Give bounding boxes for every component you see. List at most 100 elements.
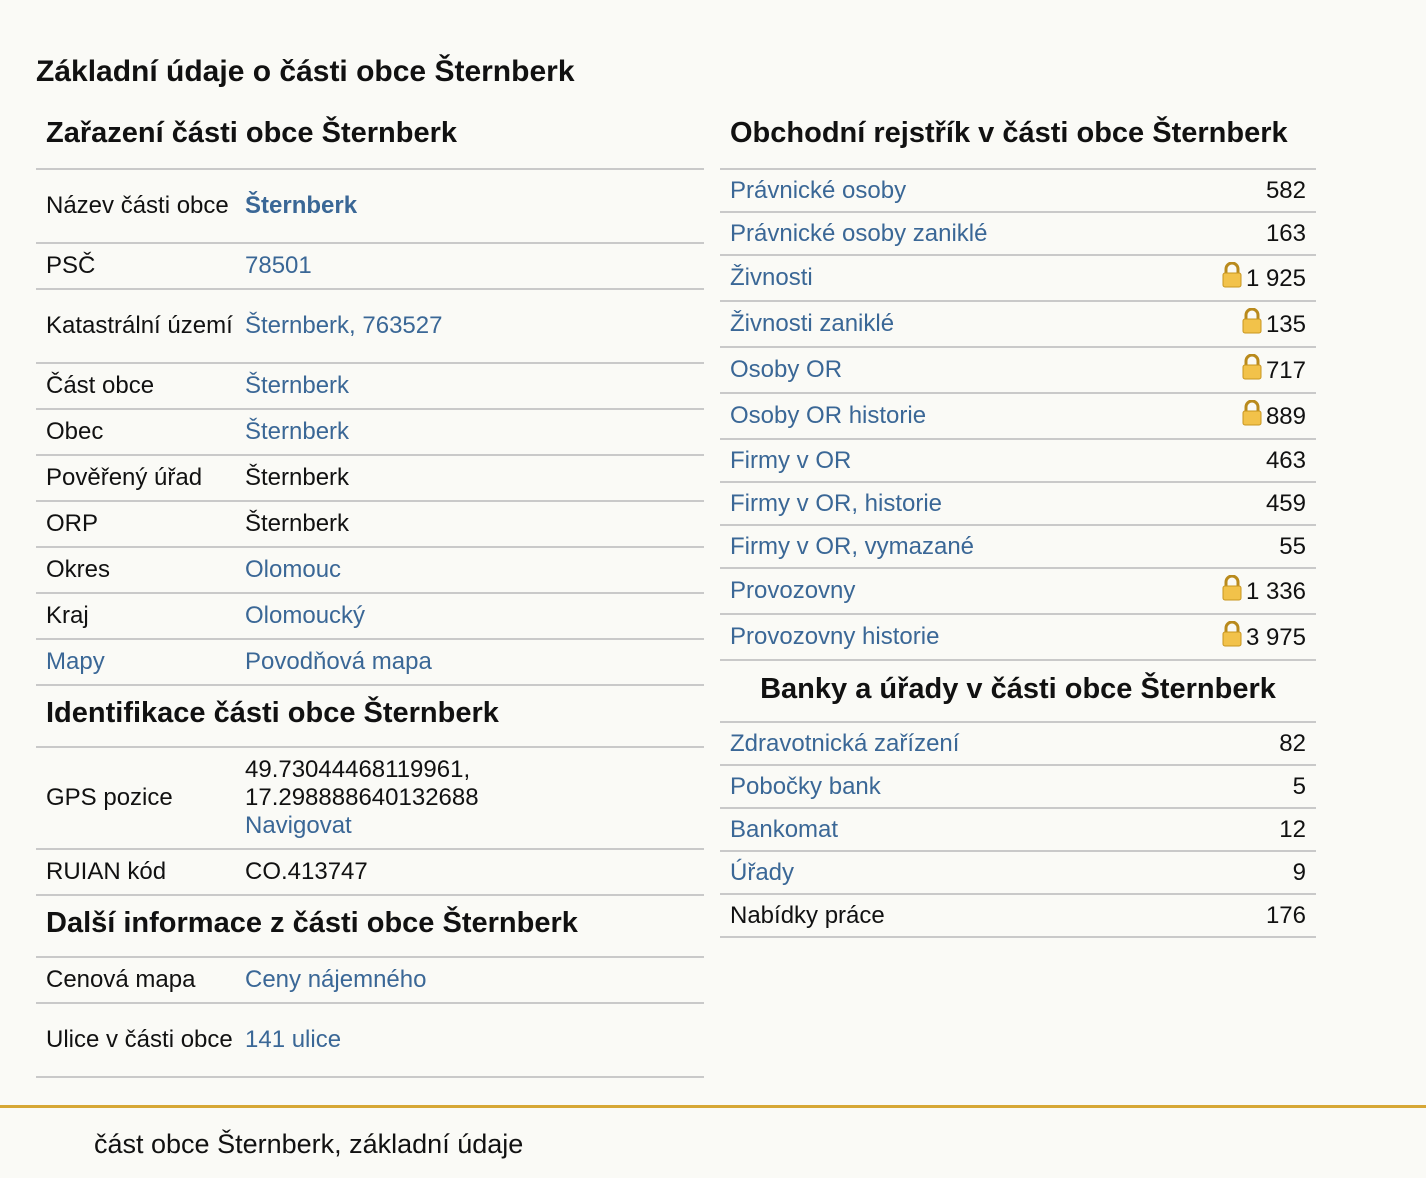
table-row: Kraj Olomoucký bbox=[36, 593, 704, 640]
row-count: 163 bbox=[1160, 212, 1316, 256]
lock-icon bbox=[1222, 620, 1242, 654]
row-count: 9 bbox=[1212, 851, 1316, 895]
table-row: Mapy Povodňová mapa bbox=[36, 639, 704, 686]
link-urady[interactable]: Úřady bbox=[730, 858, 795, 886]
table-row: PSČ 78501 bbox=[36, 243, 704, 290]
row-count: 717 bbox=[1265, 356, 1306, 384]
link-psc[interactable]: 78501 bbox=[245, 252, 312, 279]
table-row: Bankomat 12 bbox=[720, 808, 1316, 852]
right-column: Obchodní rejstřík v části obce Šternberk… bbox=[720, 110, 1316, 938]
rejstrik-table: Právnické osoby 582 Právnické osoby zani… bbox=[720, 168, 1316, 661]
row-label: Název části obce bbox=[36, 169, 245, 244]
table-row: Pobočky bank 5 bbox=[720, 765, 1316, 809]
table-row: Pověřený úřad Šternberk bbox=[36, 455, 704, 502]
lock-icon bbox=[1242, 307, 1262, 341]
table-row: Právnické osoby zaniklé 163 bbox=[720, 212, 1316, 256]
table-row: Osoby OR 717 bbox=[720, 347, 1316, 394]
table-row: Zdravotnická zařízení 82 bbox=[720, 722, 1316, 766]
link-ceny-najemneho[interactable]: Ceny nájemného bbox=[245, 966, 427, 993]
row-label: Katastrální území bbox=[36, 289, 245, 364]
row-value: Šternberk bbox=[245, 455, 704, 502]
link-provozovny[interactable]: Provozovny bbox=[730, 577, 856, 604]
gps-longitude: 17.298888640132688 bbox=[245, 784, 479, 811]
identifikace-title: Identifikace části obce Šternberk bbox=[46, 697, 499, 729]
row-value: Šternberk bbox=[245, 501, 704, 548]
row-count: 1 925 bbox=[1245, 264, 1306, 292]
page-title: Základní údaje o části obce Šternberk bbox=[36, 55, 575, 88]
table-row: Živnosti 1 925 bbox=[720, 255, 1316, 302]
table-row: Část obce Šternberk bbox=[36, 363, 704, 410]
banky-title: Banky a úřady v části obce Šternberk bbox=[760, 673, 1276, 705]
row-label: Cenová mapa bbox=[36, 957, 245, 1004]
link-zivnosti-zanikle[interactable]: Živnosti zaniklé bbox=[730, 310, 895, 337]
link-katastralni-uzemi[interactable]: Šternberk, 763527 bbox=[245, 312, 443, 339]
gps-latitude: 49.73044468119961, bbox=[245, 756, 471, 783]
link-okres[interactable]: Olomouc bbox=[245, 556, 342, 583]
link-povodnova-mapa[interactable]: Povodňová mapa bbox=[245, 648, 432, 675]
row-count: 5 bbox=[1212, 765, 1316, 809]
link-pravnicke-osoby-zanikle[interactable]: Právnické osoby zaniklé bbox=[730, 219, 988, 247]
table-row: Firmy v OR 463 bbox=[720, 439, 1316, 483]
link-mapy[interactable]: Mapy bbox=[46, 648, 105, 675]
link-bankomat[interactable]: Bankomat bbox=[730, 815, 839, 843]
link-firmy-v-or-vymazane[interactable]: Firmy v OR, vymazané bbox=[730, 532, 975, 560]
link-zivnosti[interactable]: Živnosti bbox=[730, 264, 813, 291]
footer-divider bbox=[0, 1105, 1426, 1108]
row-label: ORP bbox=[36, 501, 245, 548]
row-label: Okres bbox=[36, 547, 245, 594]
table-row: Firmy v OR, vymazané 55 bbox=[720, 525, 1316, 569]
table-row: Ulice v části obce 141 ulice bbox=[36, 1003, 704, 1078]
lock-icon bbox=[1222, 261, 1242, 295]
link-kraj[interactable]: Olomoucký bbox=[245, 602, 366, 629]
row-count: 1 336 bbox=[1245, 577, 1306, 605]
lock-icon bbox=[1222, 574, 1242, 608]
link-provozovny-historie[interactable]: Provozovny historie bbox=[730, 623, 940, 650]
row-label: PSČ bbox=[36, 243, 245, 290]
link-firmy-v-or-historie[interactable]: Firmy v OR, historie bbox=[730, 489, 943, 517]
table-row: Firmy v OR, historie 459 bbox=[720, 482, 1316, 526]
link-navigovat[interactable]: Navigovat bbox=[245, 812, 352, 839]
table-row: Obec Šternberk bbox=[36, 409, 704, 456]
row-count: 463 bbox=[1160, 439, 1316, 483]
banky-table: Zdravotnická zařízení 82 Pobočky bank 5 … bbox=[720, 721, 1316, 938]
row-count: 889 bbox=[1265, 402, 1306, 430]
left-column: Zařazení části obce Šternberk Název část… bbox=[36, 110, 704, 1078]
row-label: Ulice v části obce bbox=[36, 1003, 245, 1078]
row-label: Pověřený úřad bbox=[36, 455, 245, 502]
link-pobocky-bank[interactable]: Pobočky bank bbox=[730, 772, 881, 800]
row-label: RUIAN kód bbox=[36, 849, 245, 896]
table-row: ORP Šternberk bbox=[36, 501, 704, 548]
row-label: GPS pozice bbox=[36, 747, 245, 850]
footer-caption: část obce Šternberk, základní údaje bbox=[94, 1129, 524, 1159]
table-row: Živnosti zaniklé 135 bbox=[720, 301, 1316, 348]
link-pravnicke-osoby[interactable]: Právnické osoby bbox=[730, 176, 907, 204]
zarazeni-title: Zařazení části obce Šternberk bbox=[46, 117, 457, 149]
link-zdravotnicka-zarizeni[interactable]: Zdravotnická zařízení bbox=[730, 729, 960, 757]
table-row: RUIAN kód CO.413747 bbox=[36, 849, 704, 896]
row-count: 582 bbox=[1160, 169, 1316, 213]
link-nazev-casti-obce[interactable]: Šternberk bbox=[245, 192, 358, 219]
row-count: 459 bbox=[1160, 482, 1316, 526]
row-count: 176 bbox=[1212, 894, 1316, 938]
link-osoby-or-historie[interactable]: Osoby OR historie bbox=[730, 402, 927, 429]
link-obec[interactable]: Šternberk bbox=[245, 418, 350, 445]
table-row: Úřady 9 bbox=[720, 851, 1316, 895]
link-osoby-or[interactable]: Osoby OR bbox=[730, 356, 843, 383]
table-row: GPS pozice 49.73044468119961, 17.2988886… bbox=[36, 747, 704, 850]
table-row: Právnické osoby 582 bbox=[720, 169, 1316, 213]
table-row: Provozovny 1 336 bbox=[720, 568, 1316, 615]
row-label: Nabídky práce bbox=[720, 894, 1213, 938]
rejstrik-title: Obchodní rejstřík v části obce Šternberk bbox=[730, 117, 1288, 149]
link-cast-obce[interactable]: Šternberk bbox=[245, 372, 350, 399]
row-label: Obec bbox=[36, 409, 245, 456]
table-row: Název části obce Šternberk bbox=[36, 169, 704, 244]
row-label: Část obce bbox=[36, 363, 245, 410]
row-count: 12 bbox=[1212, 808, 1316, 852]
table-row: Katastrální území Šternberk, 763527 bbox=[36, 289, 704, 364]
table-row: Okres Olomouc bbox=[36, 547, 704, 594]
dalsi-title: Další informace z části obce Šternberk bbox=[46, 907, 578, 939]
link-ulice[interactable]: 141 ulice bbox=[245, 1026, 342, 1053]
link-firmy-v-or[interactable]: Firmy v OR bbox=[730, 446, 852, 474]
row-label: Kraj bbox=[36, 593, 245, 640]
table-row: Nabídky práce 176 bbox=[720, 894, 1316, 938]
